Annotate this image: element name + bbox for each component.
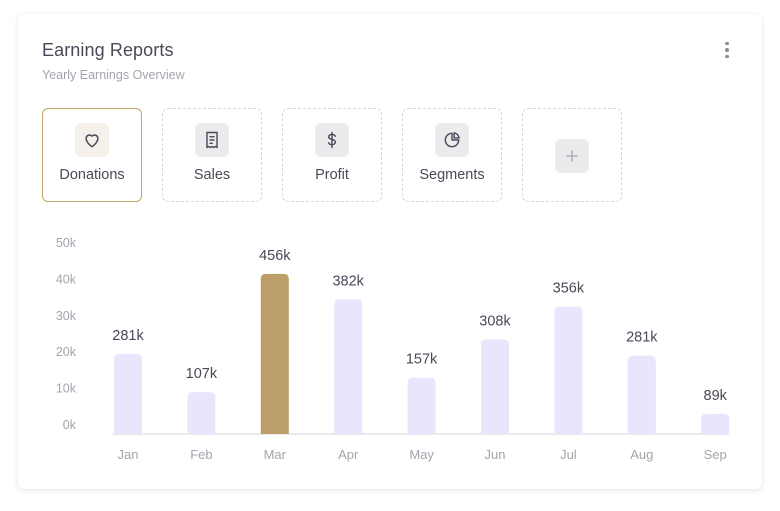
data-label: 89k [704, 388, 728, 404]
bar-feb [187, 392, 216, 434]
x-tick-label: Feb [190, 447, 212, 462]
bar-mar [260, 273, 289, 434]
card-title: Earning Reports [42, 40, 174, 60]
bar-jan [114, 353, 142, 434]
y-tick-label: 20k [56, 345, 77, 359]
tab-profit[interactable]: Profit [282, 108, 382, 202]
y-tick-label: 50k [56, 236, 77, 250]
y-tick-label: 40k [56, 272, 77, 286]
tab-label: Sales [193, 167, 231, 183]
data-label: 281k [112, 328, 144, 344]
y-tick-label: 30k [56, 309, 77, 323]
x-tick-label: Jul [560, 447, 577, 462]
bar-jun [481, 339, 509, 434]
tab-segments[interactable]: Segments [402, 108, 502, 202]
pie-chart-icon [435, 123, 469, 157]
data-label: 356k [553, 281, 585, 297]
data-label: 281k [626, 330, 658, 346]
receipt-icon [195, 123, 229, 157]
dollar-icon [315, 123, 349, 157]
data-label: 107k [186, 366, 218, 382]
bar-may [407, 377, 436, 434]
y-tick-label: 0k [63, 418, 77, 432]
data-label: 308k [479, 313, 511, 329]
x-tick-label: Jun [485, 447, 506, 462]
plus-icon [555, 139, 589, 173]
x-tick-label: Sep [704, 447, 727, 462]
x-tick-label: Apr [338, 447, 359, 462]
data-label: 382k [332, 273, 364, 289]
heart-icon [75, 123, 109, 157]
y-tick-label: 10k [56, 382, 77, 396]
tab-donations[interactable]: Donations [42, 108, 142, 202]
x-tick-label: May [409, 447, 434, 462]
data-label: 157k [406, 352, 438, 368]
bar-aug [627, 355, 656, 434]
x-tick-label: Aug [630, 447, 653, 462]
x-tick-label: Jan [118, 447, 139, 462]
x-tick-label: Mar [264, 447, 287, 462]
bar-jul [554, 306, 583, 434]
tab-add[interactable] [522, 108, 622, 202]
data-label: 456k [259, 248, 291, 264]
card-subtitle: Yearly Earnings Overview [42, 68, 185, 82]
tab-label: Donations [59, 167, 125, 183]
tab-label: Segments [419, 167, 485, 183]
bar-apr [334, 299, 363, 434]
bar-sep [701, 413, 730, 434]
more-vertical-icon[interactable] [716, 38, 738, 62]
tab-sales[interactable]: Sales [162, 108, 262, 202]
tab-label: Profit [315, 167, 349, 183]
